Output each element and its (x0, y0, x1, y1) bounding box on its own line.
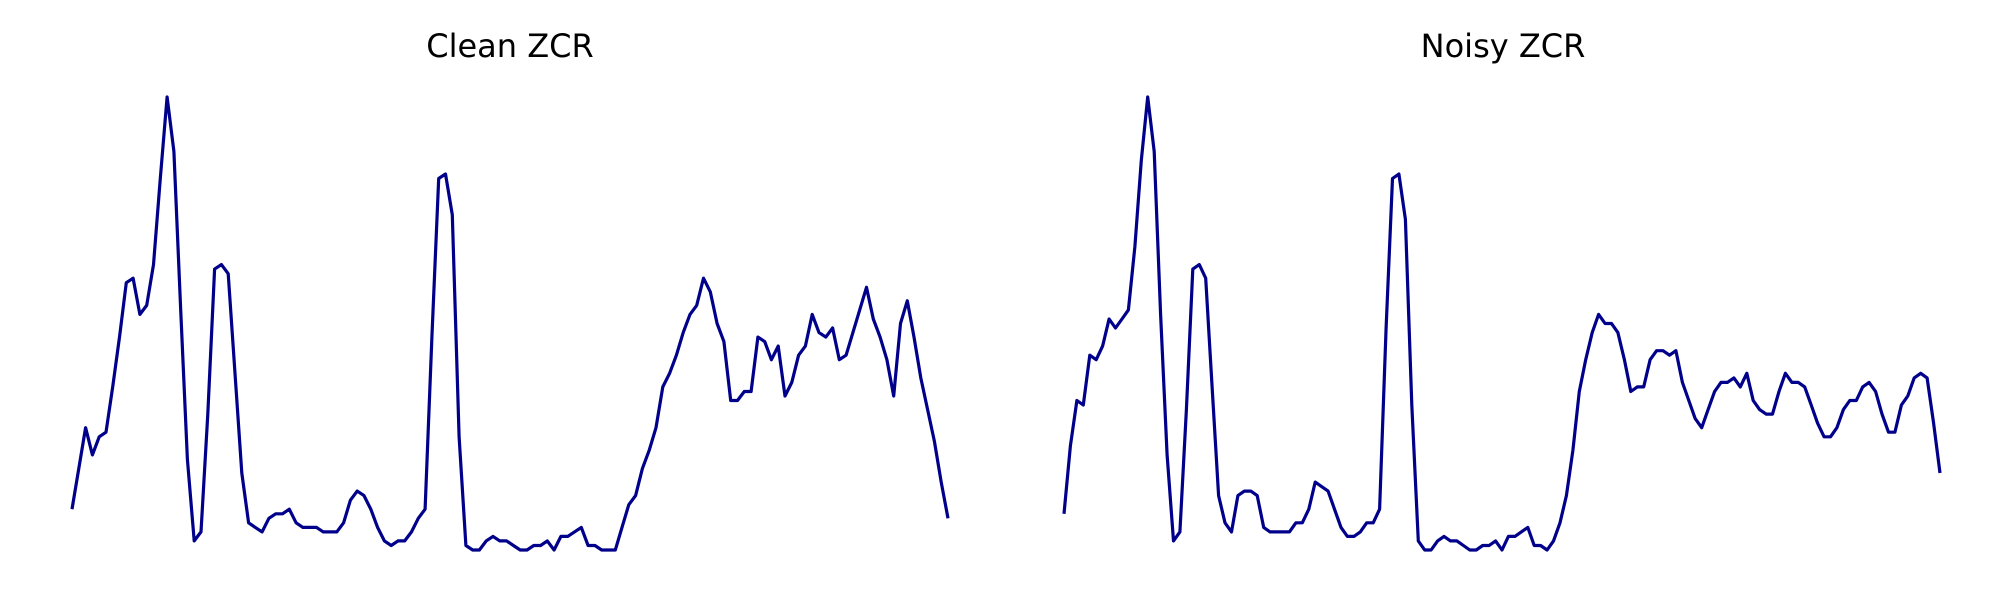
panel-clean-zcr: Clean ZCR (70, 27, 950, 552)
panel-title-clean: Clean ZCR (426, 27, 593, 65)
series-line-noisy (1062, 95, 1942, 552)
panel-title-noisy: Noisy ZCR (1421, 27, 1586, 65)
series-layer-clean (70, 95, 950, 552)
panel-noisy-zcr: Noisy ZCR (1062, 27, 1942, 552)
series-layer-noisy (1062, 95, 1942, 552)
series-line-clean (70, 95, 950, 552)
